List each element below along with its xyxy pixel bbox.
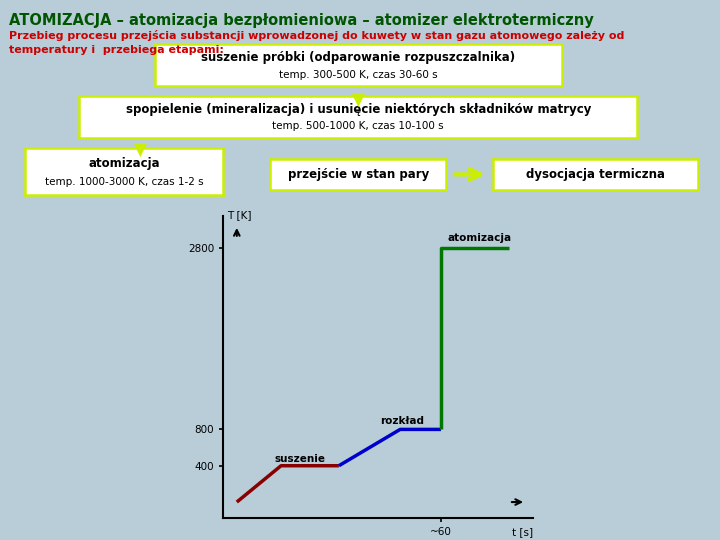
- Text: temp. 300-500 K, czas 30-60 s: temp. 300-500 K, czas 30-60 s: [279, 70, 438, 79]
- Text: ATOMIZACJA – atomizacja bezpłomieniowa – atomizer elektrotermiczny: ATOMIZACJA – atomizacja bezpłomieniowa –…: [9, 14, 594, 29]
- Text: ▼: ▼: [351, 92, 364, 110]
- Text: t [s]: t [s]: [512, 528, 533, 537]
- Text: przejście w stan pary: przejście w stan pary: [287, 168, 429, 181]
- Text: atomizacja: atomizacja: [89, 157, 160, 170]
- Text: temperatury i  przebiega etapami:: temperatury i przebiega etapami:: [9, 45, 224, 56]
- Text: atomizacja: atomizacja: [448, 233, 512, 244]
- Text: ▼: ▼: [134, 142, 147, 160]
- Text: suszenie próbki (odparowanie rozpuszczalnika): suszenie próbki (odparowanie rozpuszczal…: [201, 51, 516, 64]
- Text: rozkład: rozkład: [379, 416, 423, 426]
- Text: temp. 1000-3000 K, czas 1-2 s: temp. 1000-3000 K, czas 1-2 s: [45, 177, 204, 187]
- Text: temp. 500-1000 K, czas 10-100 s: temp. 500-1000 K, czas 10-100 s: [272, 121, 444, 131]
- Text: suszenie: suszenie: [274, 454, 325, 464]
- Text: dysocjacja termiczna: dysocjacja termiczna: [526, 168, 665, 181]
- Text: T [K]: T [K]: [227, 211, 251, 220]
- Text: spopielenie (mineralizacja) i usunięcie niektórych składników matrycy: spopielenie (mineralizacja) i usunięcie …: [125, 103, 591, 116]
- Text: Przebieg procesu przejścia substancji wprowadzonej do kuwety w stan gazu atomowe: Przebieg procesu przejścia substancji wp…: [9, 30, 625, 40]
